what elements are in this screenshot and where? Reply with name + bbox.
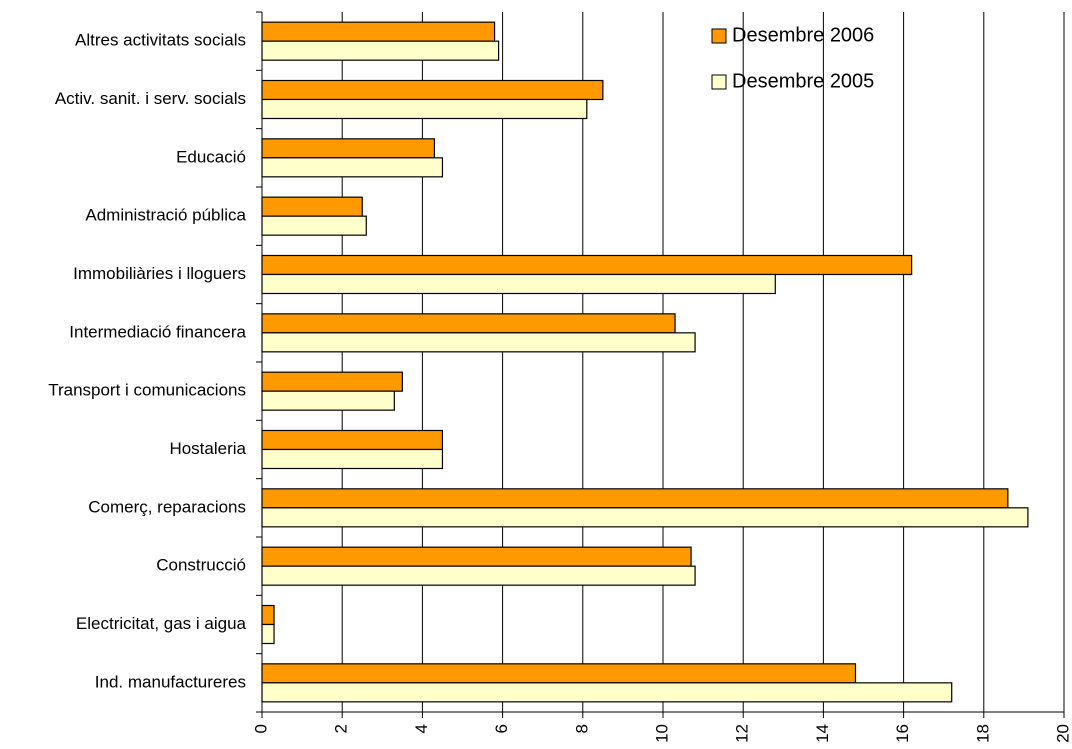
- category-label: Ind. manufactureres: [95, 672, 246, 691]
- bar-desembre-2005: [261, 332, 696, 353]
- bar-desembre-2006: [261, 546, 692, 567]
- category-label: Transport i comunicacions: [48, 381, 246, 400]
- legend-swatch: [711, 74, 727, 90]
- bar-desembre-2006: [261, 371, 403, 392]
- legend-swatch: [711, 28, 727, 44]
- bar-desembre-2006: [261, 196, 363, 217]
- x-tick-label: 6: [492, 724, 511, 733]
- legend-label: Desembre 2006: [732, 24, 874, 46]
- category-label: Administració pública: [85, 206, 246, 225]
- bar-desembre-2005: [261, 157, 444, 178]
- x-tick-label: 0: [251, 724, 270, 733]
- bar-desembre-2005: [261, 682, 953, 703]
- bar-desembre-2005: [261, 448, 444, 470]
- bar-desembre-2005: [261, 565, 696, 586]
- category-label: Hostaleria: [169, 439, 246, 458]
- category-label: Intermediació financera: [69, 322, 246, 341]
- x-tick-label: 4: [412, 724, 431, 733]
- x-tick-label: 2: [332, 724, 351, 733]
- category-label: Electricitat, gas i aigua: [76, 614, 247, 633]
- bar-desembre-2006: [261, 429, 444, 451]
- bar-desembre-2005: [261, 98, 588, 120]
- x-tick-label: 16: [893, 724, 912, 743]
- category-label: Altres activitats socials: [75, 31, 246, 50]
- bars: [261, 21, 1029, 703]
- bar-desembre-2006: [261, 79, 604, 101]
- bar-desembre-2005: [261, 507, 1029, 528]
- x-tick-label: 18: [973, 724, 992, 743]
- category-label: Educació: [176, 147, 246, 166]
- category-label: Immobiliàries i lloguers: [73, 264, 246, 283]
- bar-desembre-2006: [261, 138, 436, 159]
- bar-desembre-2005: [261, 40, 500, 61]
- legend-label: Desembre 2005: [732, 70, 874, 92]
- x-tick-label: 10: [652, 724, 671, 743]
- bar-desembre-2006: [261, 663, 857, 684]
- axes: [256, 11, 1065, 718]
- bar-desembre-2006: [261, 313, 676, 334]
- x-tick-label: 14: [813, 724, 832, 743]
- legend: Desembre 2006 Desembre 2005: [711, 24, 874, 92]
- category-label: Comerç, reparacions: [88, 497, 246, 516]
- x-tick-labels: 0 2 4 6 8 10 12 14 16 18 20: [251, 724, 1072, 743]
- bar-desembre-2006: [261, 21, 496, 42]
- category-label: Activ. sanit. i serv. socials: [55, 89, 246, 108]
- x-tick-label: 20: [1053, 724, 1072, 743]
- bar-desembre-2005: [261, 390, 395, 411]
- bar-desembre-2006: [261, 604, 275, 626]
- x-tick-label: 12: [733, 724, 752, 743]
- bar-desembre-2005: [261, 215, 367, 236]
- bar-desembre-2006: [261, 254, 913, 276]
- bar-desembre-2005: [261, 623, 275, 645]
- x-tick-label: 8: [572, 724, 591, 733]
- bar-desembre-2006: [261, 488, 1009, 509]
- category-labels: Ind. manufactureres Electricitat, gas i a…: [48, 31, 246, 692]
- category-label: Construcció: [156, 556, 246, 575]
- bar-desembre-2005: [261, 273, 776, 295]
